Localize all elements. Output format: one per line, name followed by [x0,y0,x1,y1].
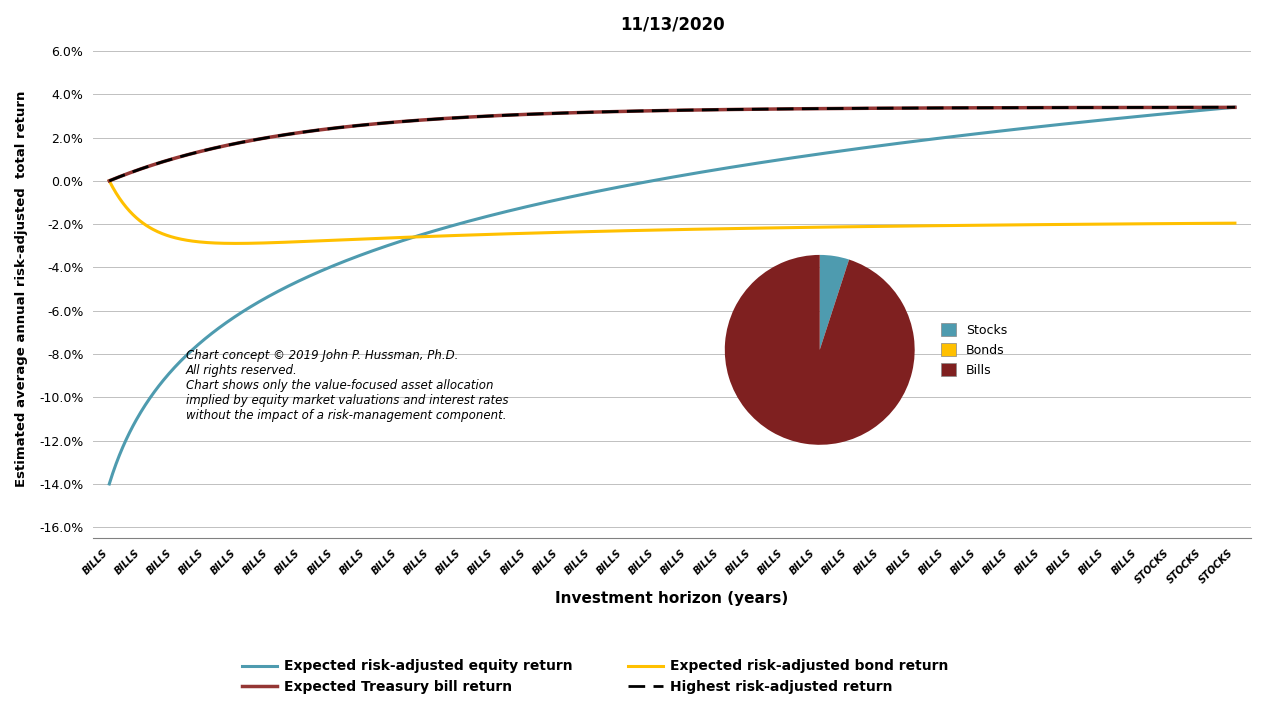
Wedge shape [820,255,849,350]
Wedge shape [820,260,849,350]
Wedge shape [724,255,914,445]
Legend: Stocks, Bonds, Bills: Stocks, Bonds, Bills [941,323,1008,376]
X-axis label: Investment horizon (years): Investment horizon (years) [556,591,789,606]
Legend: Expected risk-adjusted equity return, Expected Treasury bill return, Expected ri: Expected risk-adjusted equity return, Ex… [237,654,953,700]
Text: Chart concept © 2019 John P. Hussman, Ph.D.
All rights reserved.
Chart shows onl: Chart concept © 2019 John P. Hussman, Ph… [186,349,509,422]
Y-axis label: Estimated average annual risk-adjusted  total return: Estimated average annual risk-adjusted t… [15,91,28,487]
Title: 11/13/2020: 11/13/2020 [620,15,724,33]
